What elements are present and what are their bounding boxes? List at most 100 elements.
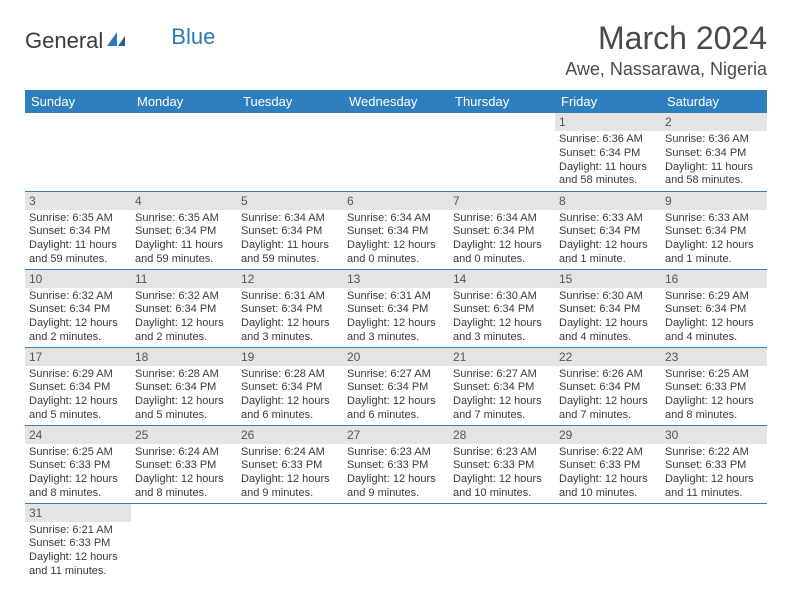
logo-text-blue: Blue [171, 24, 215, 50]
day-details: Sunrise: 6:23 AMSunset: 6:33 PMDaylight:… [449, 444, 555, 503]
day-number: 14 [449, 270, 555, 288]
calendar-day-cell: 31Sunrise: 6:21 AMSunset: 6:33 PMDayligh… [25, 503, 131, 581]
day-details: Sunrise: 6:21 AMSunset: 6:33 PMDaylight:… [25, 522, 131, 581]
day-number [237, 504, 343, 522]
day-number: 13 [343, 270, 449, 288]
day-number: 5 [237, 192, 343, 210]
day-number [449, 504, 555, 522]
day-details: Sunrise: 6:27 AMSunset: 6:34 PMDaylight:… [449, 366, 555, 425]
day-number: 29 [555, 426, 661, 444]
day-details: Sunrise: 6:34 AMSunset: 6:34 PMDaylight:… [343, 210, 449, 269]
calendar-empty-cell [237, 113, 343, 191]
calendar-empty-cell [131, 113, 237, 191]
day-details: Sunrise: 6:35 AMSunset: 6:34 PMDaylight:… [131, 210, 237, 269]
day-number: 12 [237, 270, 343, 288]
day-number [131, 504, 237, 522]
calendar-week-row: 1Sunrise: 6:36 AMSunset: 6:34 PMDaylight… [25, 113, 767, 191]
calendar-empty-cell [25, 113, 131, 191]
day-details: Sunrise: 6:31 AMSunset: 6:34 PMDaylight:… [343, 288, 449, 347]
day-number: 30 [661, 426, 767, 444]
day-number: 23 [661, 348, 767, 366]
day-details: Sunrise: 6:22 AMSunset: 6:33 PMDaylight:… [661, 444, 767, 503]
month-title: March 2024 [565, 20, 767, 57]
calendar-day-cell: 14Sunrise: 6:30 AMSunset: 6:34 PMDayligh… [449, 269, 555, 347]
calendar-day-cell: 18Sunrise: 6:28 AMSunset: 6:34 PMDayligh… [131, 347, 237, 425]
calendar-day-cell: 9Sunrise: 6:33 AMSunset: 6:34 PMDaylight… [661, 191, 767, 269]
day-number: 25 [131, 426, 237, 444]
calendar-day-cell: 20Sunrise: 6:27 AMSunset: 6:34 PMDayligh… [343, 347, 449, 425]
sail-icon [105, 28, 127, 54]
calendar-day-cell: 21Sunrise: 6:27 AMSunset: 6:34 PMDayligh… [449, 347, 555, 425]
day-details: Sunrise: 6:34 AMSunset: 6:34 PMDaylight:… [237, 210, 343, 269]
day-number: 28 [449, 426, 555, 444]
calendar-day-cell: 29Sunrise: 6:22 AMSunset: 6:33 PMDayligh… [555, 425, 661, 503]
calendar-empty-cell [555, 503, 661, 581]
calendar-empty-cell [343, 113, 449, 191]
calendar-empty-cell [131, 503, 237, 581]
weekday-header: Friday [555, 90, 661, 113]
day-details: Sunrise: 6:31 AMSunset: 6:34 PMDaylight:… [237, 288, 343, 347]
calendar-empty-cell [449, 503, 555, 581]
day-details: Sunrise: 6:33 AMSunset: 6:34 PMDaylight:… [555, 210, 661, 269]
day-number: 21 [449, 348, 555, 366]
day-details: Sunrise: 6:24 AMSunset: 6:33 PMDaylight:… [237, 444, 343, 503]
day-details: Sunrise: 6:35 AMSunset: 6:34 PMDaylight:… [25, 210, 131, 269]
day-number [555, 504, 661, 522]
weekday-header: Saturday [661, 90, 767, 113]
calendar-day-cell: 10Sunrise: 6:32 AMSunset: 6:34 PMDayligh… [25, 269, 131, 347]
day-number [131, 113, 237, 131]
day-number: 17 [25, 348, 131, 366]
day-details: Sunrise: 6:33 AMSunset: 6:34 PMDaylight:… [661, 210, 767, 269]
calendar-empty-cell [237, 503, 343, 581]
calendar-day-cell: 27Sunrise: 6:23 AMSunset: 6:33 PMDayligh… [343, 425, 449, 503]
day-details: Sunrise: 6:32 AMSunset: 6:34 PMDaylight:… [131, 288, 237, 347]
day-number: 7 [449, 192, 555, 210]
calendar-day-cell: 1Sunrise: 6:36 AMSunset: 6:34 PMDaylight… [555, 113, 661, 191]
calendar-day-cell: 7Sunrise: 6:34 AMSunset: 6:34 PMDaylight… [449, 191, 555, 269]
day-number [237, 113, 343, 131]
calendar-day-cell: 25Sunrise: 6:24 AMSunset: 6:33 PMDayligh… [131, 425, 237, 503]
day-number: 26 [237, 426, 343, 444]
calendar-week-row: 24Sunrise: 6:25 AMSunset: 6:33 PMDayligh… [25, 425, 767, 503]
day-number [343, 504, 449, 522]
day-number: 3 [25, 192, 131, 210]
header: General Blue March 2024 Awe, Nassarawa, … [25, 20, 767, 80]
day-number: 11 [131, 270, 237, 288]
day-details: Sunrise: 6:25 AMSunset: 6:33 PMDaylight:… [25, 444, 131, 503]
day-number: 24 [25, 426, 131, 444]
day-details: Sunrise: 6:24 AMSunset: 6:33 PMDaylight:… [131, 444, 237, 503]
day-number [661, 504, 767, 522]
calendar-day-cell: 4Sunrise: 6:35 AMSunset: 6:34 PMDaylight… [131, 191, 237, 269]
calendar-day-cell: 19Sunrise: 6:28 AMSunset: 6:34 PMDayligh… [237, 347, 343, 425]
weekday-header: Thursday [449, 90, 555, 113]
calendar-day-cell: 17Sunrise: 6:29 AMSunset: 6:34 PMDayligh… [25, 347, 131, 425]
day-number: 31 [25, 504, 131, 522]
day-number: 15 [555, 270, 661, 288]
day-details: Sunrise: 6:26 AMSunset: 6:34 PMDaylight:… [555, 366, 661, 425]
day-number: 27 [343, 426, 449, 444]
day-details: Sunrise: 6:29 AMSunset: 6:34 PMDaylight:… [25, 366, 131, 425]
calendar-week-row: 3Sunrise: 6:35 AMSunset: 6:34 PMDaylight… [25, 191, 767, 269]
day-details: Sunrise: 6:23 AMSunset: 6:33 PMDaylight:… [343, 444, 449, 503]
calendar-day-cell: 5Sunrise: 6:34 AMSunset: 6:34 PMDaylight… [237, 191, 343, 269]
calendar-day-cell: 16Sunrise: 6:29 AMSunset: 6:34 PMDayligh… [661, 269, 767, 347]
weekday-header: Monday [131, 90, 237, 113]
day-details: Sunrise: 6:34 AMSunset: 6:34 PMDaylight:… [449, 210, 555, 269]
calendar-empty-cell [343, 503, 449, 581]
calendar-day-cell: 3Sunrise: 6:35 AMSunset: 6:34 PMDaylight… [25, 191, 131, 269]
weekday-header: Tuesday [237, 90, 343, 113]
calendar-empty-cell [661, 503, 767, 581]
day-number: 6 [343, 192, 449, 210]
day-number: 8 [555, 192, 661, 210]
day-details: Sunrise: 6:30 AMSunset: 6:34 PMDaylight:… [449, 288, 555, 347]
calendar-day-cell: 28Sunrise: 6:23 AMSunset: 6:33 PMDayligh… [449, 425, 555, 503]
calendar-day-cell: 6Sunrise: 6:34 AMSunset: 6:34 PMDaylight… [343, 191, 449, 269]
calendar-day-cell: 22Sunrise: 6:26 AMSunset: 6:34 PMDayligh… [555, 347, 661, 425]
day-details: Sunrise: 6:30 AMSunset: 6:34 PMDaylight:… [555, 288, 661, 347]
day-number: 9 [661, 192, 767, 210]
day-number [343, 113, 449, 131]
day-details: Sunrise: 6:28 AMSunset: 6:34 PMDaylight:… [237, 366, 343, 425]
calendar-day-cell: 2Sunrise: 6:36 AMSunset: 6:34 PMDaylight… [661, 113, 767, 191]
calendar-day-cell: 26Sunrise: 6:24 AMSunset: 6:33 PMDayligh… [237, 425, 343, 503]
day-number: 4 [131, 192, 237, 210]
